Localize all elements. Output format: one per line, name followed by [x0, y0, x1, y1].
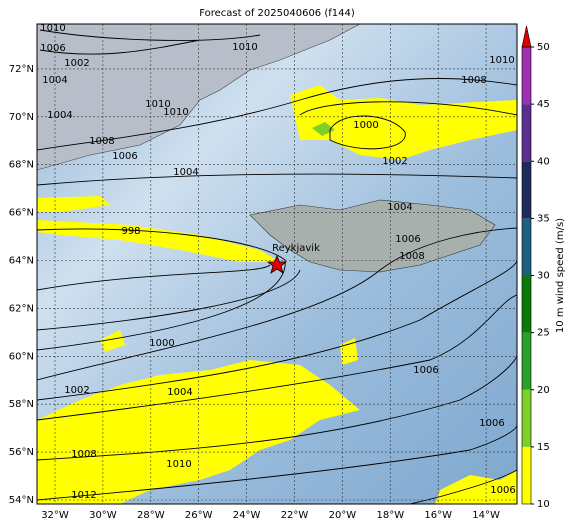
- colorbar-tick-label: 35: [537, 213, 550, 224]
- lat-label: 66°N: [9, 208, 34, 219]
- place-label: Reykjavik: [272, 243, 320, 254]
- contour-label: 1010: [489, 55, 514, 66]
- contour-label: 1006: [112, 151, 137, 162]
- map-area: [37, 24, 517, 504]
- contour-label: 1004: [173, 167, 198, 178]
- colorbar-segment: [522, 161, 531, 219]
- lat-label: 72°N: [9, 64, 34, 75]
- colorbar-tick-label: 20: [537, 385, 550, 396]
- lon-label: 30°W: [89, 510, 117, 521]
- contour-label: 1006: [40, 43, 65, 54]
- contour-label: 1000: [149, 338, 174, 349]
- contour-label: 1006: [413, 365, 438, 376]
- colorbar-tick-label: 10: [537, 499, 550, 510]
- contour-label: 1004: [387, 202, 412, 213]
- lat-label: 70°N: [9, 112, 34, 123]
- contour-label: 1004: [42, 75, 67, 86]
- colorbar-tick-label: 25: [537, 328, 550, 339]
- lon-label: 20°W: [329, 510, 357, 521]
- contour-label: 1002: [382, 156, 407, 167]
- contour-label: 1006: [490, 485, 515, 496]
- contour-label: 1010: [166, 459, 191, 470]
- reykjavik-marker: [266, 254, 288, 274]
- colorbar-tick-label: 40: [537, 156, 550, 167]
- lat-label: 60°N: [9, 351, 34, 362]
- lat-label: 62°N: [9, 303, 34, 314]
- contour-label: 1010: [145, 99, 170, 110]
- colorbar-tick-label: 15: [537, 442, 550, 453]
- contour-label: 1008: [399, 251, 424, 262]
- colorbar-segment: [522, 47, 531, 105]
- title: Forecast of 2025040606 (f144): [199, 8, 355, 19]
- contour-label: 1010: [163, 107, 188, 118]
- colorbar-tick-label: 45: [537, 99, 550, 110]
- contour-label: 1006: [479, 418, 504, 429]
- map-frame: [36, 23, 518, 505]
- lat-label: 54°N: [9, 495, 34, 506]
- lon-label: 32°W: [41, 510, 69, 521]
- colorbar-segment: [522, 446, 531, 504]
- contour-label: 1008: [71, 449, 96, 460]
- colorbar-segment: [522, 104, 531, 162]
- contour-label: 1004: [167, 387, 192, 398]
- contour-label: 1000: [353, 120, 378, 131]
- colorbar-segment: [522, 389, 531, 447]
- lat-label: 68°N: [9, 160, 34, 171]
- lon-label: 26°W: [185, 510, 213, 521]
- lat-label: 58°N: [9, 399, 34, 410]
- contour-label: 1004: [47, 110, 72, 121]
- lon-label: 16°W: [424, 510, 452, 521]
- lon-label: 28°W: [137, 510, 165, 521]
- contour-label: 1010: [40, 23, 65, 34]
- contour-label: 998: [121, 226, 140, 237]
- contour-label: 1008: [461, 75, 486, 86]
- lat-label: 56°N: [9, 447, 34, 458]
- lon-label: 22°W: [281, 510, 309, 521]
- lon-label: 14°W: [472, 510, 500, 521]
- colorbar-label: 10 m wind speed (m/s): [555, 218, 566, 333]
- lon-label: 24°W: [233, 510, 261, 521]
- colorbar-segment: [522, 275, 531, 333]
- colorbar-tick-label: 50: [537, 42, 550, 53]
- colorbar-extend: [521, 25, 532, 48]
- colorbar-segment: [522, 218, 531, 276]
- contour-label: 1002: [64, 385, 89, 396]
- contour-label: 1008: [89, 136, 114, 147]
- colorbar-tick-label: 30: [537, 271, 550, 282]
- lat-label: 64°N: [9, 256, 34, 267]
- lon-label: 18°W: [376, 510, 404, 521]
- contour-label: 1006: [395, 234, 420, 245]
- contour-label: 1012: [71, 490, 96, 501]
- contour-label: 1002: [64, 58, 89, 69]
- colorbar-segment: [522, 332, 531, 390]
- contour-label: 1010: [232, 42, 257, 53]
